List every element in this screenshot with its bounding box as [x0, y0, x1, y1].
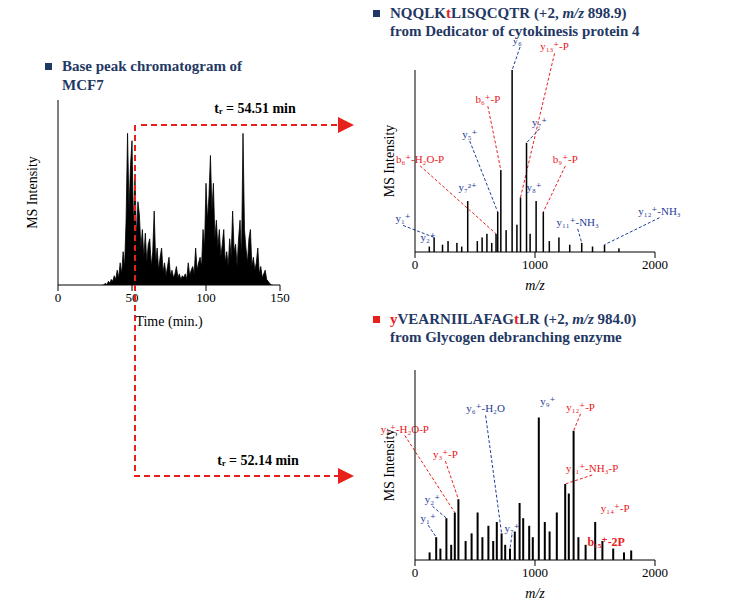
svg-text:tᵣ = 52.14 min: tᵣ = 52.14 min [217, 453, 299, 468]
svg-text:y₁⁺: y₁⁺ [421, 512, 436, 524]
svg-text:100: 100 [196, 290, 216, 305]
svg-text:y₁⁺: y₁⁺ [396, 212, 411, 224]
svg-text:Time (min.): Time (min.) [135, 314, 202, 330]
html-text:from Glycogen debranching enzy: from Glycogen debranching enzyme [390, 329, 622, 345]
svg-text:2000: 2000 [642, 257, 668, 272]
svg-text:m/z: m/z [525, 586, 545, 601]
svg-text:b₆⁺-H₂O-P: b₆⁺-H₂O-P [396, 153, 444, 165]
svg-text:MS Intensity: MS Intensity [382, 125, 397, 198]
svg-text:y₇²⁺: y₇²⁺ [458, 181, 477, 193]
svg-text:y₁₃⁺-P: y₁₃⁺-P [540, 40, 569, 52]
html-text:from Dedicator of cytokinesis: from Dedicator of cytokinesis protein 4 [390, 23, 640, 39]
svg-text:y₆⁺-H₂O: y₆⁺-H₂O [466, 402, 505, 414]
html-text:y V E A R N I I L A F A G t L: y V E A R N I I L A F A G t L R (+2, m/z… [390, 311, 637, 327]
svg-text:y₁₂⁺-NH₃: y₁₂⁺-NH₃ [638, 205, 681, 217]
svg-text:y₆⁺: y₆⁺ [513, 40, 528, 46]
svg-text:b₉⁺-P: b₉⁺-P [553, 153, 578, 165]
svg-text:y₃⁺-P: y₃⁺-P [433, 448, 458, 460]
svg-text:y₇⁺: y₇⁺ [532, 116, 547, 128]
svg-text:b₁₅⁺-2P: b₁₅⁺-2P [587, 535, 625, 549]
svg-text:y₁₁⁺-NH₃: y₁₁⁺-NH₃ [557, 216, 600, 228]
svg-text:MS Intensity: MS Intensity [382, 429, 397, 502]
svg-text:0: 0 [55, 290, 62, 305]
svg-text:y₁₁⁺-NH₃-P: y₁₁⁺-NH₃-P [566, 462, 619, 474]
svg-text:MS Intensity: MS Intensity [25, 156, 40, 229]
html-text:Base peak chromatogram of MCF7: Base peak chromatogram of MCF7 [62, 58, 243, 93]
html-text:N Q Q L K t L I S Q C Q T R (+: N Q Q L K t L I S Q C Q T R (+2, m/z 898… [390, 5, 627, 21]
svg-text:150: 150 [270, 290, 290, 305]
svg-text:y₁₂⁺-P: y₁₂⁺-P [566, 401, 595, 413]
svg-text:2000: 2000 [642, 565, 668, 580]
svg-text:y₂⁺: y₂⁺ [425, 493, 440, 505]
svg-text:y₇⁺: y₇⁺ [504, 522, 519, 534]
svg-text:1000: 1000 [522, 565, 548, 580]
svg-text:y₅⁺: y₅⁺ [462, 128, 477, 140]
svg-text:0: 0 [412, 257, 419, 272]
svg-text:y₂⁺: y₂⁺ [420, 231, 435, 243]
svg-text:0: 0 [412, 565, 419, 580]
svg-text:y₁₄⁺-P: y₁₄⁺-P [601, 502, 630, 514]
svg-text:1000: 1000 [522, 257, 548, 272]
svg-text:b₆⁺-P: b₆⁺-P [475, 93, 500, 105]
svg-text:tᵣ = 54.51 min: tᵣ = 54.51 min [214, 101, 296, 116]
svg-text:y₈⁺: y₈⁺ [527, 181, 542, 193]
svg-text:m/z: m/z [525, 278, 545, 293]
svg-text:y₉⁺: y₉⁺ [540, 395, 555, 407]
svg-text:y₃⁺-H₂O-P: y₃⁺-H₂O-P [380, 422, 429, 435]
svg-text:50: 50 [126, 290, 139, 305]
